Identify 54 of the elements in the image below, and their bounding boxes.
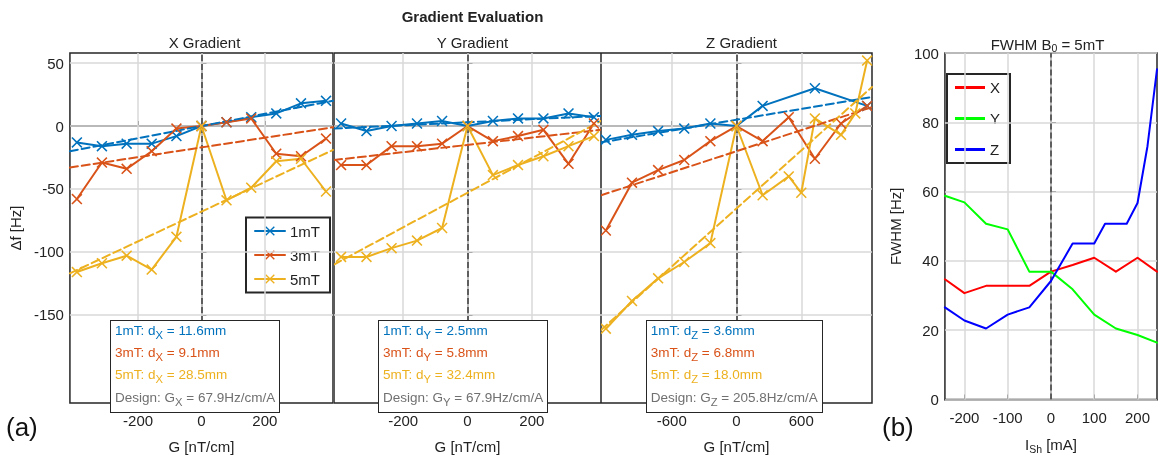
text: (a) xyxy=(6,412,38,443)
annotation: 3mT: d$_{Z}$ = 6.8mm xyxy=(650,344,756,365)
annotation: Design: G$_{Z}$ = 205.8Hz/cm/A xyxy=(650,388,818,410)
x-tick-label: -200 xyxy=(388,412,419,429)
x-axis-title: G [nT/cm] xyxy=(703,438,770,455)
chart-title: X Gradient xyxy=(168,34,242,51)
y-tick-label: -150 xyxy=(33,306,64,324)
x-tick-label: 0 xyxy=(197,412,206,429)
x-tick-label: -600 xyxy=(656,412,687,429)
annotation: Design: G$_{X}$ = 67.9Hz/cm/A xyxy=(115,388,276,410)
y-tick-label: -100 xyxy=(33,243,64,261)
x-tick-label: 200 xyxy=(252,412,278,429)
x-tick-label: 200 xyxy=(519,412,545,429)
annotation: 1mT: d$_{X}$ = 11.6mm xyxy=(115,322,228,343)
chart-title: Gradient Evaluation xyxy=(401,8,544,25)
y-axis-title: Δf [Hz] xyxy=(7,205,24,251)
annotation: 1mT: d$_{Z}$ = 3.6mm xyxy=(650,322,756,343)
y-tick-label: 100 xyxy=(913,44,939,62)
x-axis-title: G [nT/cm] xyxy=(434,438,501,455)
legend-label: 3mT xyxy=(290,246,320,264)
chart-title: Z Gradient xyxy=(706,34,778,51)
y-axis-title: FWHM [Hz] xyxy=(887,187,904,265)
y-tick-label: 50 xyxy=(47,54,64,72)
y-tick-label: 60 xyxy=(922,183,939,201)
legend-label: 1mT xyxy=(290,222,320,240)
legend-label: Z xyxy=(990,141,1000,158)
legend-label: X xyxy=(990,79,1001,96)
annotation: Design: G$_{Y}$ = 67.9Hz/cm/A xyxy=(383,388,544,410)
x-tick-label: 600 xyxy=(788,412,814,429)
y-tick-label: 20 xyxy=(922,321,939,339)
x-tick-label: -100 xyxy=(992,408,1023,426)
y-tick-label: 0 xyxy=(930,391,939,408)
chart-subtitle: Y Gradient xyxy=(436,34,510,51)
y-tick-label: -50 xyxy=(42,180,64,198)
x-axis-title: G [nT/cm] xyxy=(168,438,235,455)
annotation: 5mT: d$_{Z}$ = 18.0mm xyxy=(650,366,764,388)
text: (b) xyxy=(882,412,914,443)
y-tick-label: 80 xyxy=(922,113,939,131)
x-tick-label: -200 xyxy=(123,412,154,429)
y-tick-label: 40 xyxy=(922,252,939,270)
x-tick-label: 100 xyxy=(1081,408,1107,426)
annotation: 5mT: d$_{Y}$ = 32.4mm xyxy=(383,366,497,388)
legend-label: 5mT xyxy=(290,270,320,288)
annotation: 3mT: d$_{Y}$ = 5.8mm xyxy=(383,344,489,365)
annotation: 5mT: d$_{X}$ = 28.5mm xyxy=(115,366,229,388)
legend-label: Y xyxy=(990,110,1001,127)
annotation: 1mT: d$_{Y}$ = 2.5mm xyxy=(383,322,489,343)
x-tick-label: 200 xyxy=(1125,408,1151,426)
x-tick-label: 0 xyxy=(1046,408,1056,426)
x-tick-label: 0 xyxy=(732,412,741,429)
y-tick-label: 0 xyxy=(55,117,64,135)
x-tick-label: -200 xyxy=(949,408,980,426)
annotation: 3mT: d$_{X}$ = 9.1mm xyxy=(115,344,221,365)
x-tick-label: 0 xyxy=(463,412,472,429)
